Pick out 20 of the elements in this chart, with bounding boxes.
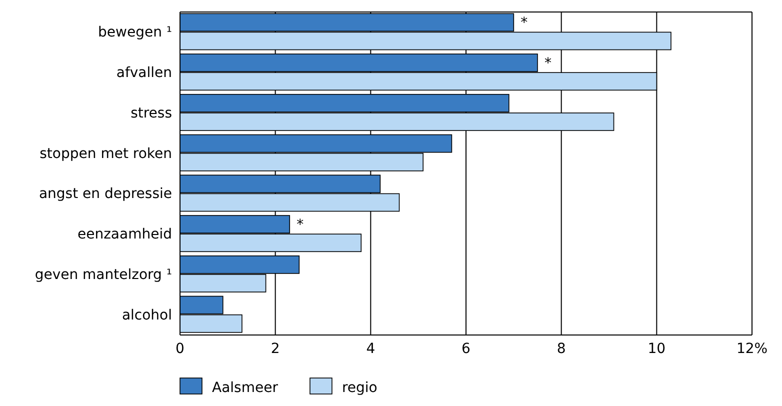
y-tick-label: stoppen met roken xyxy=(40,146,172,162)
y-tick-label: stress xyxy=(130,105,172,122)
data-label: * xyxy=(296,216,304,233)
x-tick-label: 0 xyxy=(176,340,184,357)
legend-label: regio xyxy=(342,380,378,396)
x-tick-label: 8 xyxy=(556,340,566,357)
y-tick-label: alcohol xyxy=(122,307,172,324)
legend-label: Aalsmeer xyxy=(212,380,278,396)
data-label: * xyxy=(544,55,552,72)
x-tick-label: 6 xyxy=(462,340,471,357)
x-tick-label: 10 xyxy=(648,340,666,357)
y-tick-label: angst en depressie xyxy=(38,186,172,202)
data-label: * xyxy=(520,14,528,31)
x-tick-label: 12% xyxy=(736,340,768,357)
y-tick-label: geven mantelzorg ¹ xyxy=(34,266,172,283)
y-tick-label: eenzaamheid xyxy=(77,226,172,243)
x-tick-label: 4 xyxy=(366,340,376,357)
y-tick-label: afvallen xyxy=(116,65,172,82)
x-tick-label: 2 xyxy=(270,340,280,357)
y-tick-label: bewegen ¹ xyxy=(98,24,172,41)
